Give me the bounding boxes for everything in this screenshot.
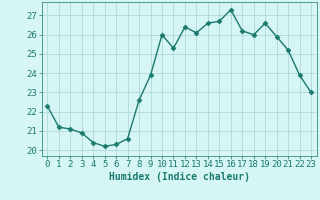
X-axis label: Humidex (Indice chaleur): Humidex (Indice chaleur) <box>109 172 250 182</box>
